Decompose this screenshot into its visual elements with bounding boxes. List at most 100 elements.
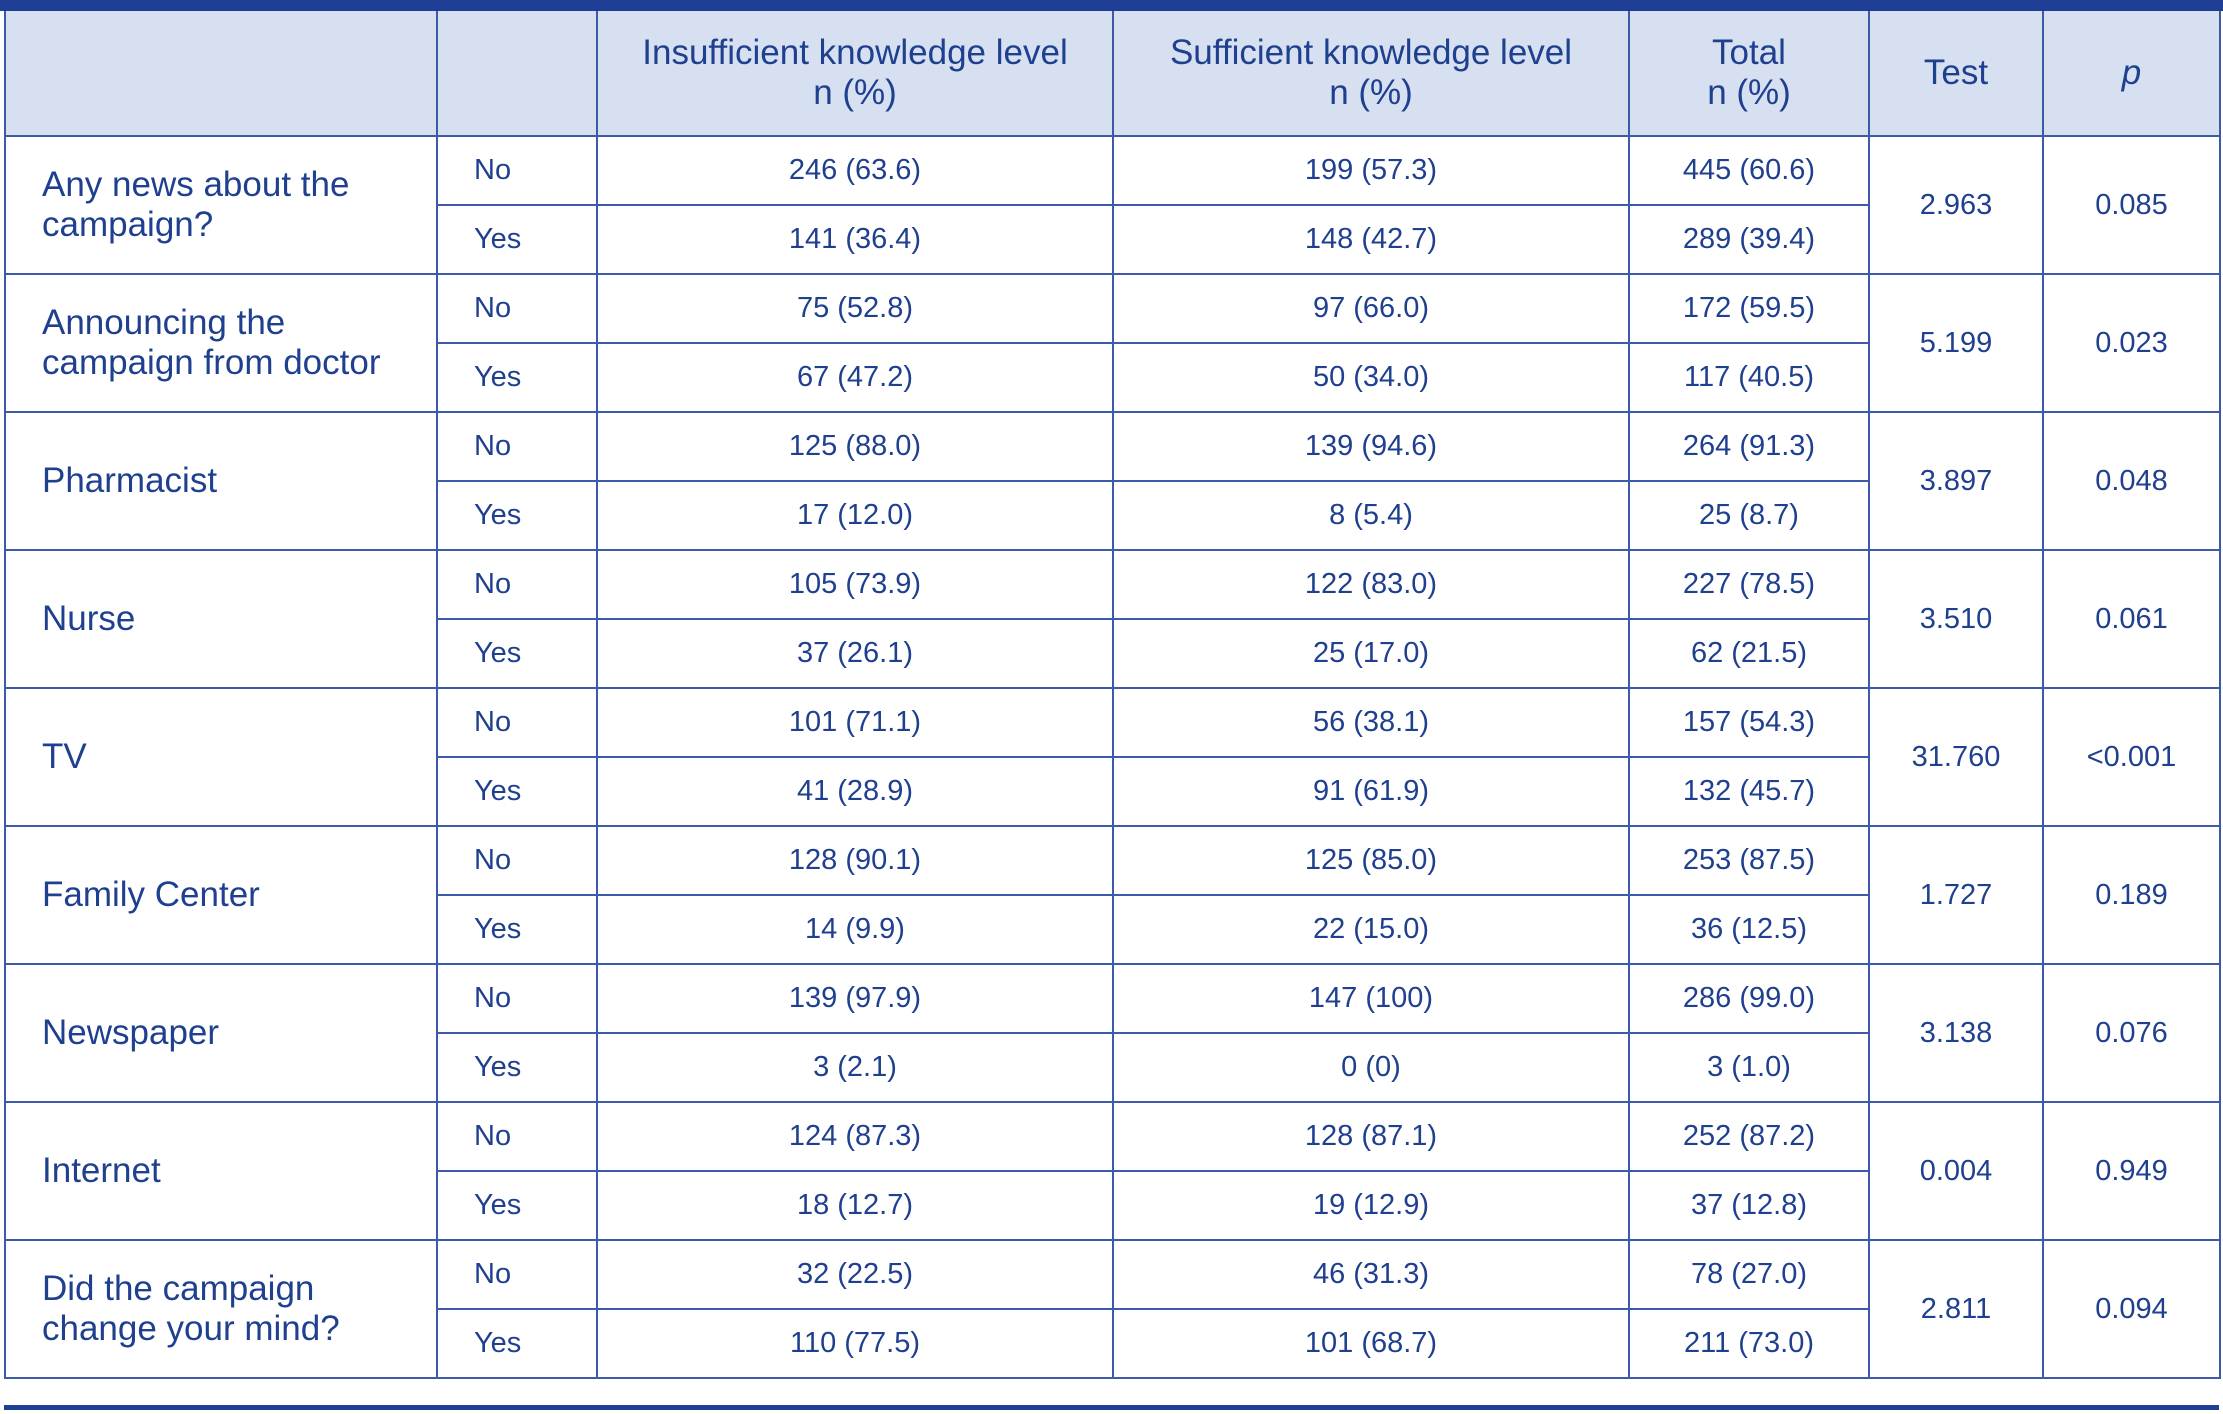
sufficient-cell: 97 (66.0) bbox=[1112, 273, 1630, 344]
answer-cell: Yes bbox=[436, 1308, 598, 1379]
sufficient-cell: 125 (85.0) bbox=[1112, 825, 1630, 896]
sufficient-cell: 46 (31.3) bbox=[1112, 1239, 1630, 1310]
total-cell: 37 (12.8) bbox=[1628, 1170, 1870, 1241]
variable-label: Pharmacist bbox=[4, 411, 438, 551]
header-insufficient: Insufficient knowledge level n (%) bbox=[596, 11, 1114, 137]
table-row: Yes 110 (77.5) 101 (68.7) 211 (73.0) bbox=[5, 1308, 2220, 1379]
p-cell: 0.094 bbox=[2042, 1239, 2221, 1379]
total-cell: 253 (87.5) bbox=[1628, 825, 1870, 896]
answer-cell: No bbox=[436, 1101, 598, 1172]
answer-cell: No bbox=[436, 273, 598, 344]
sufficient-cell: 148 (42.7) bbox=[1112, 204, 1630, 275]
sufficient-cell: 8 (5.4) bbox=[1112, 480, 1630, 551]
answer-cell: No bbox=[436, 963, 598, 1034]
total-cell: 117 (40.5) bbox=[1628, 342, 1870, 413]
total-cell: 172 (59.5) bbox=[1628, 273, 1870, 344]
header-sufficient: Sufficient knowledge level n (%) bbox=[1112, 11, 1630, 137]
insufficient-cell: 3 (2.1) bbox=[596, 1032, 1114, 1103]
table-row: Pharmacist No 125 (88.0) 139 (94.6) 264 … bbox=[4, 411, 2221, 551]
answer-cell: Yes bbox=[436, 618, 598, 689]
test-cell: 3.138 bbox=[1868, 963, 2044, 1103]
p-cell: 0.061 bbox=[2042, 549, 2221, 689]
total-cell: 211 (73.0) bbox=[1628, 1308, 1870, 1379]
test-cell: 2.811 bbox=[1868, 1239, 2044, 1379]
test-cell: 3.897 bbox=[1868, 411, 2044, 551]
table-row: Nurse No 105 (73.9) 122 (83.0) 227 (78.5… bbox=[4, 549, 2221, 689]
table-row: Did the campaign change your mind? No 32… bbox=[4, 1239, 2221, 1379]
header-row: Insufficient knowledge level n (%) Suffi… bbox=[4, 11, 2221, 137]
p-cell: 0.023 bbox=[2042, 273, 2221, 413]
p-cell: 0.085 bbox=[2042, 135, 2221, 275]
insufficient-cell: 141 (36.4) bbox=[596, 204, 1114, 275]
test-cell: 3.510 bbox=[1868, 549, 2044, 689]
total-cell: 157 (54.3) bbox=[1628, 687, 1870, 758]
sufficient-cell: 139 (94.6) bbox=[1112, 411, 1630, 482]
header-total-unit: n (%) bbox=[1707, 73, 1791, 112]
variable-label: Did the campaign change your mind? bbox=[4, 1239, 438, 1379]
answer-cell: Yes bbox=[436, 1170, 598, 1241]
header-sufficient-unit: n (%) bbox=[1329, 73, 1413, 112]
table-row: Yes 17 (12.0) 8 (5.4) 25 (8.7) bbox=[5, 480, 2220, 551]
table-row: Yes 14 (9.9) 22 (15.0) 36 (12.5) bbox=[5, 894, 2220, 965]
answer-cell: No bbox=[436, 687, 598, 758]
answer-cell: No bbox=[436, 549, 598, 620]
bottom-rule bbox=[4, 1405, 2219, 1410]
answer-cell: Yes bbox=[436, 894, 598, 965]
answer-cell: No bbox=[436, 1239, 598, 1310]
answer-cell: Yes bbox=[436, 342, 598, 413]
insufficient-cell: 14 (9.9) bbox=[596, 894, 1114, 965]
header-test: Test bbox=[1868, 11, 2044, 137]
sufficient-cell: 91 (61.9) bbox=[1112, 756, 1630, 827]
answer-cell: No bbox=[436, 411, 598, 482]
test-cell: 1.727 bbox=[1868, 825, 2044, 965]
insufficient-cell: 32 (22.5) bbox=[596, 1239, 1114, 1310]
test-cell: 5.199 bbox=[1868, 273, 2044, 413]
table-row: Announcing the campaign from doctor No 7… bbox=[4, 273, 2221, 413]
table-row: Yes 141 (36.4) 148 (42.7) 289 (39.4) bbox=[5, 204, 2220, 275]
total-cell: 289 (39.4) bbox=[1628, 204, 1870, 275]
total-cell: 227 (78.5) bbox=[1628, 549, 1870, 620]
p-cell: <0.001 bbox=[2042, 687, 2221, 827]
total-cell: 3 (1.0) bbox=[1628, 1032, 1870, 1103]
header-variable bbox=[4, 11, 438, 137]
table-row: Internet No 124 (87.3) 128 (87.1) 252 (8… bbox=[4, 1101, 2221, 1241]
sufficient-cell: 56 (38.1) bbox=[1112, 687, 1630, 758]
total-cell: 25 (8.7) bbox=[1628, 480, 1870, 551]
sufficient-cell: 101 (68.7) bbox=[1112, 1308, 1630, 1379]
variable-label: Family Center bbox=[4, 825, 438, 965]
answer-cell: Yes bbox=[436, 756, 598, 827]
p-cell: 0.048 bbox=[2042, 411, 2221, 551]
sufficient-cell: 122 (83.0) bbox=[1112, 549, 1630, 620]
insufficient-cell: 18 (12.7) bbox=[596, 1170, 1114, 1241]
variable-label: Internet bbox=[4, 1101, 438, 1241]
sufficient-cell: 19 (12.9) bbox=[1112, 1170, 1630, 1241]
sufficient-cell: 0 (0) bbox=[1112, 1032, 1630, 1103]
answer-cell: Yes bbox=[436, 1032, 598, 1103]
total-cell: 445 (60.6) bbox=[1628, 135, 1870, 206]
header-sufficient-title: Sufficient knowledge level bbox=[1169, 33, 1573, 72]
insufficient-cell: 125 (88.0) bbox=[596, 411, 1114, 482]
insufficient-cell: 105 (73.9) bbox=[596, 549, 1114, 620]
header-total-title: Total bbox=[1712, 33, 1786, 72]
total-cell: 286 (99.0) bbox=[1628, 963, 1870, 1034]
insufficient-cell: 124 (87.3) bbox=[596, 1101, 1114, 1172]
p-cell: 0.076 bbox=[2042, 963, 2221, 1103]
sufficient-cell: 25 (17.0) bbox=[1112, 618, 1630, 689]
total-cell: 62 (21.5) bbox=[1628, 618, 1870, 689]
table-row: Newspaper No 139 (97.9) 147 (100) 286 (9… bbox=[4, 963, 2221, 1103]
header-insufficient-unit: n (%) bbox=[813, 73, 897, 112]
insufficient-cell: 128 (90.1) bbox=[596, 825, 1114, 896]
variable-label: Nurse bbox=[4, 549, 438, 689]
variable-label: Any news about the campaign? bbox=[4, 135, 438, 275]
sufficient-cell: 147 (100) bbox=[1112, 963, 1630, 1034]
answer-cell: No bbox=[436, 825, 598, 896]
total-cell: 264 (91.3) bbox=[1628, 411, 1870, 482]
top-rule bbox=[0, 0, 2223, 11]
header-total: Total n (%) bbox=[1628, 11, 1870, 137]
insufficient-cell: 17 (12.0) bbox=[596, 480, 1114, 551]
header-insufficient-title: Insufficient knowledge level bbox=[642, 33, 1068, 72]
table-row: Yes 37 (26.1) 25 (17.0) 62 (21.5) bbox=[5, 618, 2220, 689]
table-row: Family Center No 128 (90.1) 125 (85.0) 2… bbox=[4, 825, 2221, 965]
sufficient-cell: 199 (57.3) bbox=[1112, 135, 1630, 206]
